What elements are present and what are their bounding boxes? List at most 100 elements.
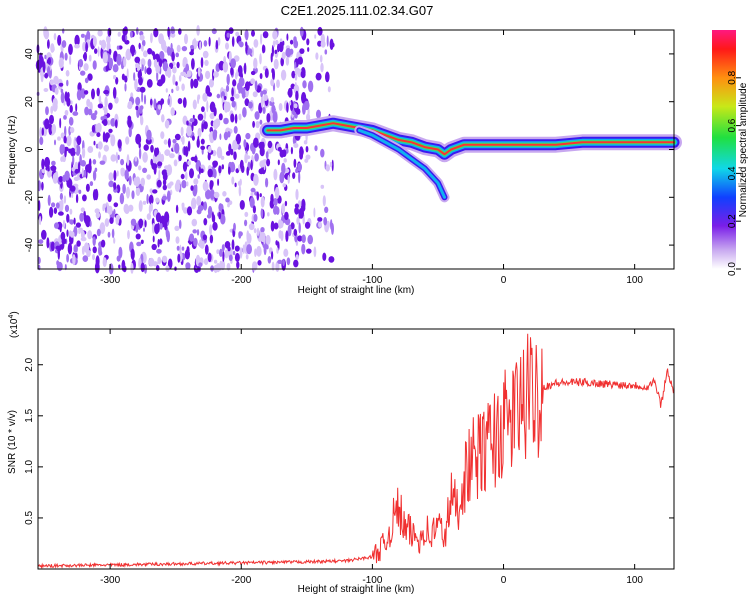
noise-speck [272,30,278,40]
noise-speck [106,119,111,126]
noise-speck [125,136,130,145]
noise-speck [314,145,318,152]
noise-speck [287,224,292,237]
noise-speck [63,125,67,138]
noise-speck [79,212,85,222]
noise-speck [58,82,64,87]
noise-speck [143,144,149,151]
noise-speck [256,191,260,201]
noise-speck [226,32,230,38]
noise-speck [228,166,231,175]
noise-speck [66,213,70,223]
noise-speck [66,178,73,189]
noise-speck [66,91,70,99]
noise-speck [155,265,160,272]
noise-speck [102,51,109,64]
noise-speck [69,55,72,65]
noise-speck [163,139,168,145]
noise-speck [44,156,50,169]
noise-speck [162,61,169,72]
noise-speck [80,207,85,212]
noise-speck [232,250,236,256]
noise-speck [118,246,123,259]
noise-speck [182,161,188,172]
noise-speck [233,125,238,134]
noise-speck [151,162,158,170]
noise-speck [160,131,165,140]
noise-speck [222,191,227,197]
noise-speck [295,188,299,201]
noise-speck [40,70,43,80]
noise-speck [198,262,203,268]
noise-speck [47,39,50,49]
noise-speck [217,37,221,46]
noise-speck [113,202,119,208]
noise-speck [112,87,117,99]
noise-speck [238,77,245,87]
noise-speck [306,248,312,254]
noise-speck [51,160,56,166]
noise-speck [146,213,152,221]
noise-speck [108,102,113,111]
noise-speck [253,137,259,148]
noise-speck [313,246,317,258]
noise-speck [270,220,275,232]
noise-speck [242,107,247,118]
noise-speck [82,194,87,202]
noise-speck [55,202,60,209]
noise-speck [96,132,101,138]
noise-speck [140,262,145,273]
colorbar: 0.0 0.2 0.4 0.6 0.8 Normalized spectral ampl… [712,30,749,276]
noise-speck [47,166,50,172]
noise-speck [175,81,178,86]
noise-speck [253,213,258,222]
noise-speck [178,28,182,35]
noise-speck [116,170,119,177]
noise-speck [191,58,195,70]
noise-speck [158,104,162,110]
noise-speck [220,91,226,99]
noise-speck [315,52,319,60]
noise-speck [210,180,214,188]
noise-speck [50,43,55,53]
noise-speck [280,69,287,81]
noise-speck [287,90,290,96]
noise-speck [238,89,241,94]
noise-speck [181,180,187,189]
noise-speck [260,90,263,98]
noise-speck [117,139,122,149]
noise-speck [260,227,265,233]
noise-speck [272,111,278,123]
noise-speck [200,57,204,68]
noise-speck [189,118,195,123]
noise-speck [104,135,109,143]
noise-speck [265,234,271,246]
noise-speck [331,222,334,235]
noise-speck [238,231,242,239]
noise-speck [212,129,217,141]
noise-speck [272,40,276,48]
noise-speck [212,214,216,223]
noise-speck [75,222,81,228]
noise-speck [259,193,262,198]
noise-speck [267,140,273,149]
noise-speck [235,133,241,145]
noise-speck [213,169,217,179]
snr-y-label: SNR (10 * v/v) [7,410,18,474]
noise-speck [138,76,143,86]
noise-speck [286,148,289,154]
noise-speck [47,66,51,77]
noise-speck [266,113,271,123]
noise-speck [154,147,158,157]
noise-speck [307,107,310,117]
noise-speck [294,74,298,81]
noise-speck [218,113,223,121]
noise-speck [68,116,74,126]
noise-speck [173,159,178,167]
noise-speck [49,79,54,86]
noise-speck [127,118,132,128]
noise-speck [142,200,147,205]
noise-speck [128,126,132,138]
noise-speck [57,136,61,141]
noise-speck [260,33,263,45]
